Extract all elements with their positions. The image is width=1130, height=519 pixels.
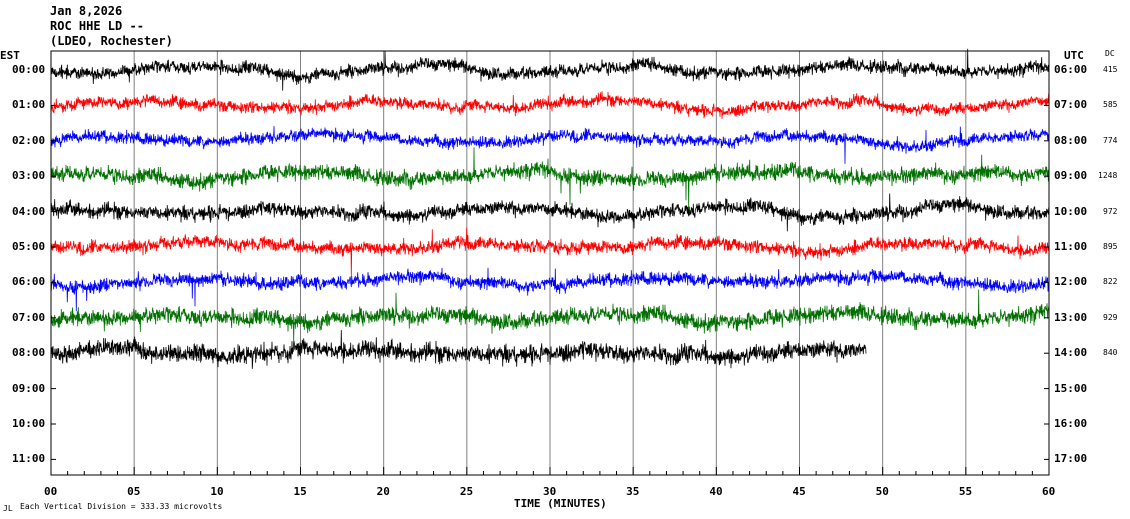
est-label-0300: 03:00 [12, 169, 46, 183]
x-tick-05: 05 [127, 485, 141, 498]
scale-note: Each Vertical Division = 333.33 microvol… [20, 502, 223, 511]
est-label-0700: 07:00 [12, 310, 46, 324]
seismic-traces [50, 48, 1050, 369]
trace-0600 [50, 267, 1050, 312]
trace-0000 [50, 48, 1050, 91]
x-axis-title: TIME (MINUTES) [514, 497, 607, 510]
plot-frame [50, 50, 1050, 476]
trace-0500 [50, 227, 1050, 277]
est-label-0200: 02:00 [12, 133, 46, 147]
utc-label-1400: 14:00 [1054, 346, 1088, 360]
x-tick-30: 30 [543, 485, 557, 498]
est-label-0400: 04:00 [12, 204, 46, 218]
utc-label-0900: 09:00 [1054, 169, 1088, 183]
x-tick-25: 25 [459, 485, 474, 498]
dc-value-row-8: 840 [1103, 348, 1118, 358]
dc-value-row-3: 1248 [1098, 171, 1118, 181]
station-label: ROC HHE LD -- [50, 19, 144, 33]
vertical-grid [133, 51, 967, 475]
x-tick-00: 00 [44, 485, 58, 498]
est-label-0100: 01:00 [12, 98, 46, 112]
trace-0700 [50, 289, 1050, 343]
utc-label-1700: 17:00 [1054, 452, 1088, 466]
est-label-0800: 08:00 [12, 346, 46, 360]
utc-axis-label: UTC [1064, 49, 1084, 62]
dc-value-row-0: 415 [1103, 65, 1118, 74]
utc-label-1500: 15:00 [1054, 381, 1088, 395]
utc-label-0800: 08:00 [1054, 133, 1088, 147]
x-tick-35: 35 [626, 485, 640, 498]
x-tick-40: 40 [709, 485, 723, 498]
utc-label-1600: 16:00 [1054, 417, 1088, 430]
trace-0300 [50, 147, 1050, 210]
dc-value-row-6: 822 [1103, 277, 1118, 287]
x-tick-15: 15 [293, 485, 307, 498]
date-label: Jan 8,2026 [50, 4, 123, 18]
x-tick-60: 60 [1042, 485, 1056, 498]
dc-value-row-4: 972 [1103, 206, 1118, 216]
est-label-0600: 06:00 [12, 275, 46, 289]
utc-label-1200: 12:00 [1054, 275, 1088, 289]
trace-0800 [50, 330, 867, 369]
trace-0400 [50, 193, 1050, 232]
utc-label-1300: 13:00 [1054, 310, 1088, 324]
x-tick-45: 45 [792, 485, 806, 498]
dc-value-row-1: 585 [1103, 100, 1118, 110]
dc-value-row-2: 774 [1103, 135, 1118, 145]
x-tick-50: 50 [875, 485, 889, 498]
est-label-0000: 00:00 [12, 63, 46, 76]
est-axis-label: EST [0, 49, 20, 62]
x-tick-20: 20 [376, 485, 390, 498]
corner-mark: JL [3, 504, 13, 513]
trace-0200 [50, 126, 1050, 164]
dc-value-row-7: 929 [1103, 312, 1118, 322]
est-label-0500: 05:00 [12, 240, 46, 253]
dc-value-row-5: 895 [1103, 242, 1118, 251]
est-label-1100: 11:00 [12, 452, 46, 466]
utc-label-0700: 07:00 [1054, 98, 1088, 112]
x-tick-55: 55 [958, 485, 973, 498]
utc-label-1100: 11:00 [1054, 240, 1088, 253]
utc-label-1000: 10:00 [1054, 204, 1088, 218]
trace-0100 [50, 91, 1050, 119]
network-label: (LDEO, Rochester) [50, 34, 173, 48]
x-tick-10: 10 [210, 485, 224, 498]
est-label-1000: 10:00 [12, 417, 46, 430]
dc-label: DC [1105, 49, 1115, 58]
utc-label-0600: 06:00 [1054, 63, 1088, 76]
est-label-0900: 09:00 [12, 381, 46, 395]
